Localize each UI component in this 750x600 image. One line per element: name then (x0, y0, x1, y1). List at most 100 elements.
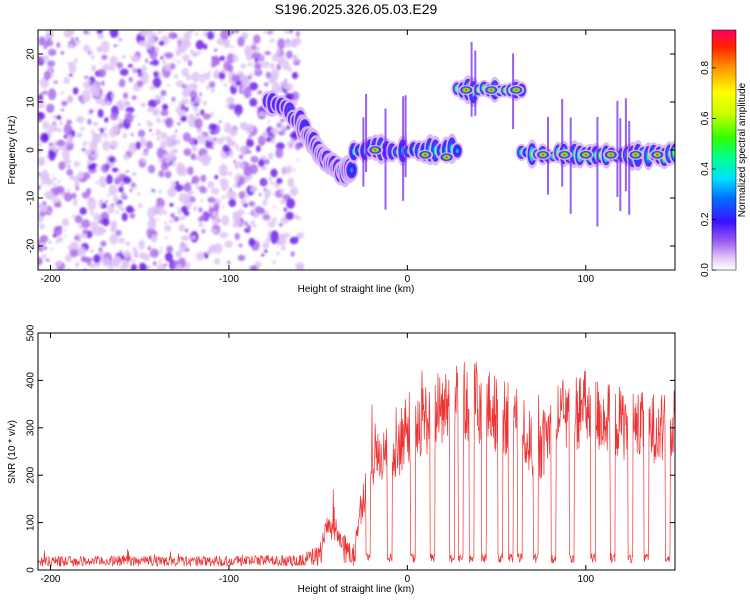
heatmap-noise-blob (89, 263, 97, 269)
heatmap-noise-blob (196, 134, 201, 140)
heatmap-noise-blob (185, 194, 191, 203)
heatmap-noise-blob (162, 103, 169, 111)
heatmap-noise-blob (244, 45, 252, 57)
heatmap-noise-blob (157, 206, 165, 216)
heatmap-noise-blob (195, 32, 199, 36)
heatmap-noise-blob (122, 132, 127, 139)
heatmap-noise-blob (182, 132, 191, 142)
heatmap-noise-blob (117, 203, 123, 209)
heatmap-noise-blob (98, 226, 105, 236)
heatmap-noise-blob (234, 232, 240, 241)
heatmap-streak (474, 50, 477, 116)
heatmap-noise-blob (157, 158, 163, 163)
heatmap-noise-blob (147, 121, 153, 128)
heatmap-noise-blob (125, 112, 134, 124)
heatmap-noise-blob (105, 200, 108, 203)
heatmap-noise-blob (287, 67, 293, 73)
heatmap-noise-blob (56, 115, 62, 120)
heatmap-noise-blob (248, 176, 252, 180)
heatmap-noise-blob (213, 243, 223, 254)
heatmap-noise-blob (164, 170, 172, 179)
heatmap-noise-blob (73, 161, 80, 167)
heatmap-cell (374, 149, 377, 151)
heatmap-noise-blob (250, 185, 258, 193)
heatmap-noise-blob (253, 34, 261, 44)
heatmap-noise-blob (63, 123, 72, 136)
heatmap-noise-blob (198, 216, 204, 222)
heatmap-noise-blob (154, 46, 159, 53)
colorbar-tick-label: 0.6 (700, 111, 711, 125)
heatmap-noise-blob (164, 64, 169, 71)
heatmap-noise-blob (123, 250, 132, 259)
spectrogram-heatmap (38, 30, 675, 270)
heatmap-noise-blob (240, 63, 247, 69)
heatmap-noise-blob (164, 252, 173, 262)
heatmap-noise-blob (236, 112, 241, 118)
heatmap-cell (445, 156, 448, 158)
heatmap-noise-blob (48, 123, 58, 132)
heatmap-noise-blob (118, 122, 124, 129)
heatmap-noise-blob (213, 71, 219, 80)
heatmap-noise-blob (104, 117, 109, 123)
heatmap-noise-blob (102, 127, 108, 131)
heatmap-noise-blob (181, 67, 189, 77)
heatmap-noise-blob (64, 234, 67, 238)
heatmap-noise-blob (146, 35, 155, 46)
heatmap-noise-blob (155, 128, 162, 137)
heatmap-noise-blob (153, 191, 156, 194)
heatmap-noise-blob (247, 62, 253, 67)
heatmap-noise-blob (64, 254, 73, 262)
heatmap-noise-blob (129, 212, 136, 219)
heatmap-noise-blob (244, 221, 248, 226)
heatmap-noise-blob (226, 154, 230, 157)
heatmap-noise-blob (38, 172, 41, 176)
heatmap-noise-blob (67, 95, 73, 104)
heatmap-noise-blob (195, 40, 205, 50)
heatmap-noise-blob (52, 176, 57, 181)
heatmap-peak (458, 85, 475, 95)
heatmap-noise-blob (67, 267, 71, 270)
heatmap-noise-blob (60, 108, 65, 112)
heatmap-noise-blob (101, 80, 105, 86)
heatmap-noise-blob (290, 251, 295, 257)
heatmap-noise-blob (101, 163, 109, 173)
heatmap-noise-blob (296, 31, 300, 37)
heatmap-noise-blob (164, 225, 172, 232)
heatmap-noise-blob (278, 130, 285, 136)
heatmap-noise-blob (123, 100, 130, 107)
heatmap-noise-blob (87, 163, 96, 170)
heatmap-noise-blob (276, 55, 286, 65)
heatmap-noise-blob (58, 161, 66, 171)
heatmap-noise-blob (73, 58, 78, 64)
heatmap-noise-blob (195, 251, 205, 261)
heatmap-noise-blob (227, 260, 231, 265)
heatmap-noise-blob (134, 254, 138, 258)
heatmap-noise-blob (219, 55, 226, 61)
heatmap-noise-blob (268, 176, 273, 182)
heatmap-noise-blob (136, 192, 141, 196)
heatmap-noise-blob (294, 142, 301, 151)
heatmap-noise-blob (175, 180, 179, 186)
heatmap-noise-blob (159, 250, 163, 254)
heatmap-noise-blob (170, 63, 176, 70)
heatmap-noise-blob (279, 125, 286, 131)
spectrogram-ytick-label: 10 (26, 96, 37, 108)
heatmap-noise-blob (128, 142, 137, 155)
heatmap-noise-blob (105, 101, 111, 106)
heatmap-noise-blob (253, 224, 256, 228)
heatmap-noise-blob (235, 144, 239, 149)
heatmap-noise-blob (293, 56, 298, 62)
heatmap-noise-blob (61, 100, 68, 107)
heatmap-noise-blob (118, 118, 123, 124)
heatmap-noise-blob (233, 183, 238, 188)
heatmap-noise-blob (62, 148, 70, 161)
heatmap-noise-blob (145, 58, 149, 64)
heatmap-noise-blob (47, 88, 57, 101)
heatmap-noise-blob (115, 230, 122, 236)
heatmap-noise-blob (163, 263, 167, 267)
heatmap-streak (470, 42, 473, 117)
heatmap-noise-blob (272, 53, 278, 62)
heatmap-noise-blob (85, 257, 92, 264)
